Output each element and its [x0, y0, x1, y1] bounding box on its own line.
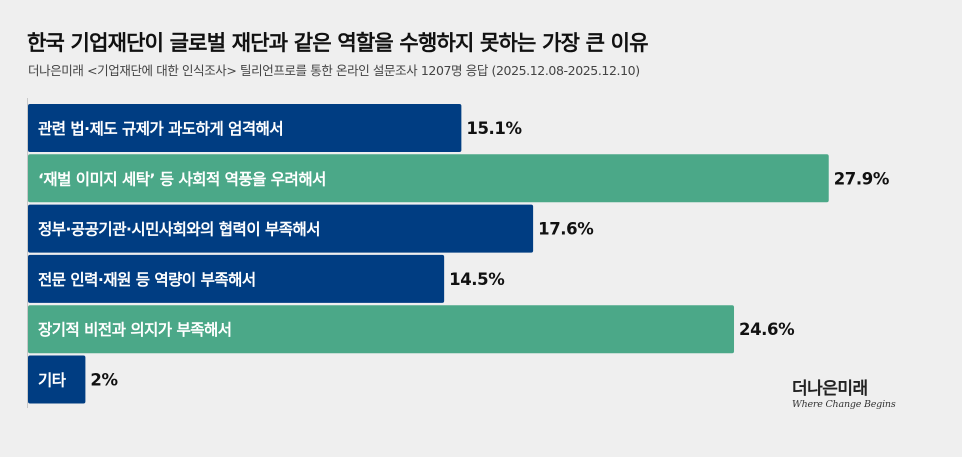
bar-category-label-2: ‘재벌 이미지 세탁’ 등 사회적 역풍을 우려해서 [38, 169, 326, 188]
bar-value-label-6: 2% [90, 371, 118, 390]
bar-category-label-1: 관련 법·제도 규제가 과도하게 엄격해서 [38, 119, 283, 138]
brand-tagline: Where Change Begins [792, 399, 896, 410]
bar-category-label-5: 장기적 비전과 의지가 부족해서 [38, 321, 232, 339]
bar-category-label-6: 기타 [38, 372, 67, 390]
bar-value-label-1: 15.1% [466, 119, 522, 138]
bars-group: 관련 법·제도 규제가 과도하게 엄격해서 15.1% ‘재벌 이미지 세탁’ 등 … [28, 104, 890, 404]
bar-category-label-4: 전문 인력·재원 등 역량이 부족해서 [38, 270, 256, 289]
brand-name: 더나은미래 [792, 379, 868, 399]
bar-5 [28, 305, 735, 354]
bar-2 [28, 154, 829, 203]
bar-category-label-3: 정부·공공기관·시민사회와의 협력이 부족해서 [38, 220, 320, 239]
bar-1 [28, 104, 462, 152]
bar-6 [28, 355, 86, 404]
bar-4 [28, 254, 445, 303]
brand-logo: 더나은미래 Where Change Begins [792, 380, 902, 410]
bar-value-label-4: 14.5% [449, 270, 505, 289]
bar-3 [28, 204, 534, 253]
bar-value-label-5: 24.6% [739, 320, 795, 339]
chart-subtitle: 더나은미래 <기업재단에 대한 인식조사> 틸리언프로를 통한 온라인 설문조사… [28, 63, 640, 78]
chart-title: 한국 기업재단이 글로벌 재단과 같은 역할을 수행하지 못하는 가장 큰 이유 [27, 31, 649, 55]
bar-value-label-2: 27.9% [834, 169, 890, 188]
bar-value-label-3: 17.6% [538, 220, 594, 239]
